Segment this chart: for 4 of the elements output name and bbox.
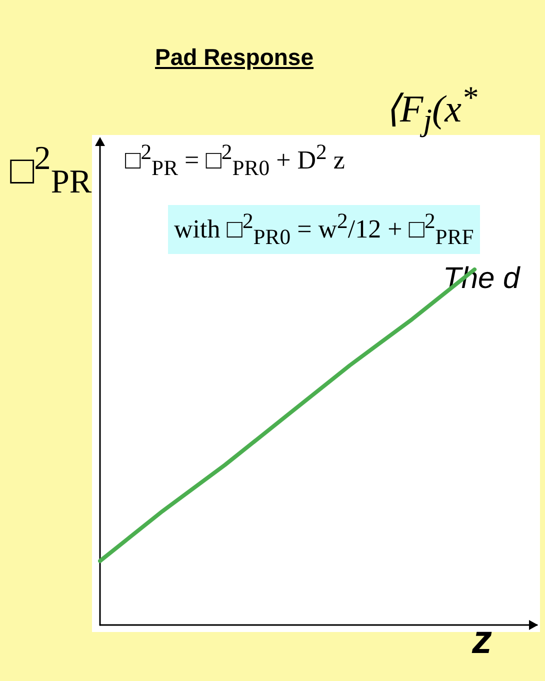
text: ⟨F$_{j}$(x$^{*}$ — [385, 80, 478, 138]
text: □$^{2}$$_{PR}$ = □$^{2}$$_{PR0}$ + D$^{2}$ z — [125, 140, 345, 180]
chart-title: Pad Response — [155, 44, 314, 71]
x-axis-title: z — [472, 618, 492, 663]
